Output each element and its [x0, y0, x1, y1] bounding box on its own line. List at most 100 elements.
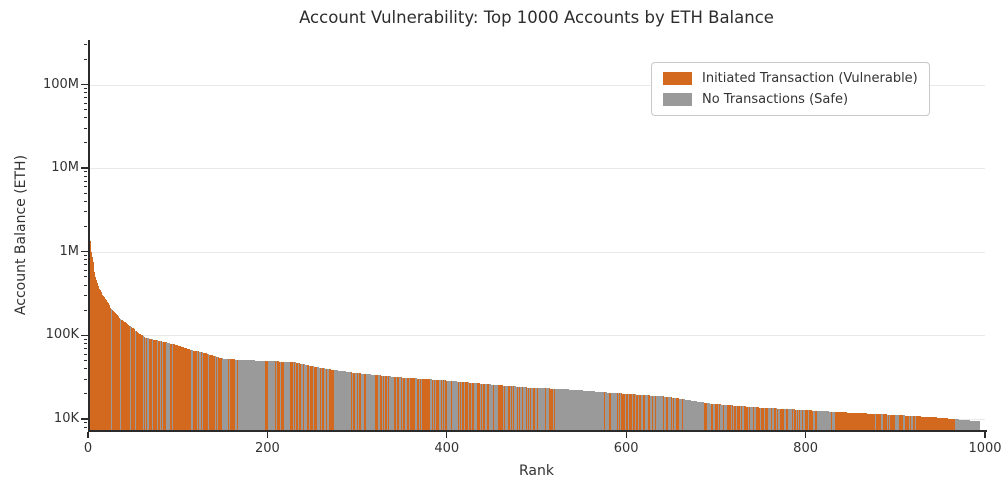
- bar: [129, 326, 131, 430]
- bar: [139, 334, 141, 430]
- bar: [604, 392, 606, 430]
- y-minor-tick: [83, 284, 88, 286]
- bar: [729, 405, 731, 430]
- bar: [705, 402, 707, 430]
- bar: [584, 390, 586, 430]
- bar: [966, 420, 968, 430]
- bar: [297, 363, 299, 430]
- y-minor-tick: [83, 211, 88, 213]
- bar: [976, 421, 978, 430]
- bar: [721, 404, 723, 430]
- chart-title: Account Vulnerability: Top 1000 Accounts…: [299, 8, 774, 27]
- bar: [333, 369, 334, 430]
- bar: [719, 404, 721, 430]
- bar: [938, 417, 940, 430]
- bar: [931, 417, 933, 430]
- bar: [254, 360, 256, 430]
- bar: [609, 392, 611, 430]
- bar: [927, 416, 929, 430]
- bar: [916, 416, 918, 430]
- bar: [575, 390, 577, 430]
- bar: [479, 383, 480, 430]
- bar: [924, 416, 926, 430]
- bar: [585, 390, 586, 430]
- bar: [190, 349, 192, 430]
- y-minor-tick: [83, 109, 88, 111]
- bar: [325, 368, 326, 430]
- bar: [292, 362, 294, 430]
- bar: [150, 339, 152, 430]
- bar: [263, 360, 265, 430]
- bar: [534, 388, 536, 430]
- bar: [559, 388, 561, 430]
- bar: [784, 408, 786, 430]
- bar: [813, 410, 815, 430]
- bar: [767, 408, 769, 430]
- bar: [293, 362, 295, 430]
- bar: [741, 406, 743, 430]
- bar: [627, 393, 629, 430]
- bar: [341, 371, 343, 430]
- bar: [167, 342, 169, 430]
- bar: [854, 412, 856, 430]
- bar: [926, 416, 928, 430]
- bar: [590, 391, 592, 430]
- bar: [451, 381, 453, 430]
- bar: [283, 361, 285, 430]
- bar: [144, 337, 146, 430]
- bar: [280, 361, 282, 430]
- bar: [520, 386, 521, 430]
- bar: [806, 410, 808, 430]
- bar: [377, 375, 379, 430]
- bar: [228, 359, 230, 430]
- bar: [183, 347, 185, 430]
- bar: [548, 388, 550, 430]
- bar: [846, 412, 847, 430]
- bar: [874, 413, 876, 430]
- bar: [952, 418, 954, 430]
- bar: [240, 359, 242, 430]
- bar: [344, 371, 346, 430]
- legend-label-vulnerable: Initiated Transaction (Vulnerable): [702, 71, 918, 86]
- bar: [597, 391, 599, 430]
- bar: [463, 382, 464, 430]
- bar: [941, 417, 943, 430]
- y-minor-tick: [83, 175, 88, 177]
- bar: [794, 409, 796, 430]
- bar: [858, 413, 860, 430]
- bar: [108, 304, 110, 430]
- bar: [126, 323, 128, 430]
- bar: [882, 414, 884, 430]
- bar: [914, 416, 916, 430]
- bar: [675, 398, 677, 430]
- bar: [477, 383, 479, 430]
- bar: [881, 414, 883, 430]
- bar: [841, 412, 843, 430]
- bar: [869, 413, 871, 430]
- bar: [577, 390, 578, 430]
- bar: [948, 418, 950, 430]
- bar: [904, 415, 906, 430]
- bar: [827, 411, 829, 430]
- bar: [231, 359, 233, 430]
- bar: [433, 379, 435, 430]
- y-gridline: [88, 335, 985, 337]
- bar: [940, 417, 942, 430]
- bar: [681, 399, 683, 430]
- bar: [823, 411, 825, 430]
- bar: [292, 362, 293, 430]
- bar: [411, 378, 413, 430]
- bar: [432, 379, 434, 430]
- bar: [325, 368, 327, 430]
- bar: [419, 378, 421, 430]
- bar: [166, 342, 168, 430]
- bar: [173, 344, 175, 430]
- bar: [956, 419, 958, 430]
- bar: [382, 375, 383, 430]
- bar: [748, 406, 750, 430]
- bar: [314, 366, 316, 430]
- bar: [739, 406, 741, 430]
- bar: [393, 376, 395, 430]
- bar: [276, 361, 277, 430]
- bar: [569, 389, 571, 430]
